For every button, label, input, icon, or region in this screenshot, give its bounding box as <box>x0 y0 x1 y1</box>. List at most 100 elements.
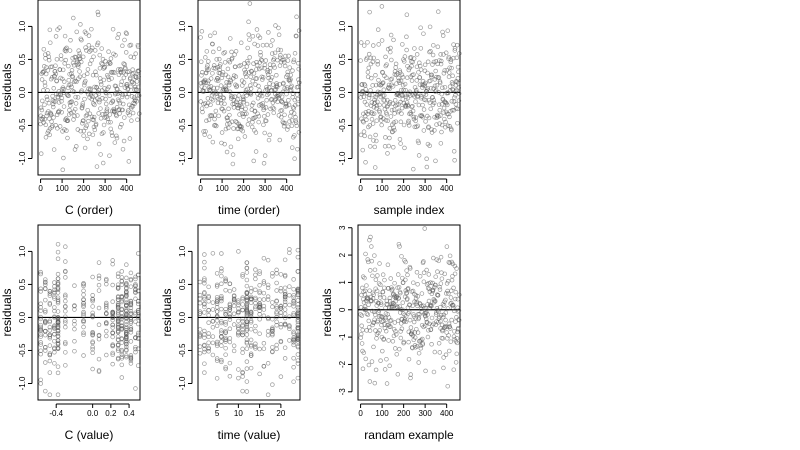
data-point <box>68 82 73 87</box>
data-point <box>453 289 458 295</box>
data-point <box>414 52 420 57</box>
data-point <box>387 135 392 141</box>
data-point <box>265 257 271 263</box>
data-point <box>439 276 445 281</box>
data-point <box>269 51 275 56</box>
data-point <box>398 119 404 125</box>
data-point <box>376 301 381 306</box>
data-point <box>89 45 95 51</box>
data-point <box>128 311 134 317</box>
data-point <box>42 102 47 107</box>
data-point <box>443 317 448 323</box>
data-point <box>223 335 228 341</box>
data-point <box>373 73 378 78</box>
data-point <box>408 111 414 117</box>
data-point <box>422 306 427 311</box>
data-point <box>274 322 279 328</box>
data-point <box>207 134 212 139</box>
data-point <box>206 78 211 84</box>
data-point <box>90 310 95 316</box>
data-point <box>279 108 285 113</box>
data-point <box>67 48 73 53</box>
data-point <box>120 146 126 152</box>
data-point <box>259 57 264 62</box>
x-tick-label: 0.0 <box>87 409 99 418</box>
data-point <box>268 43 274 48</box>
data-point <box>418 67 424 72</box>
data-point <box>386 305 392 310</box>
data-point <box>128 320 134 326</box>
data-point <box>115 348 121 353</box>
data-point <box>206 295 211 300</box>
data-point <box>371 309 377 315</box>
data-point <box>62 33 68 39</box>
data-point <box>382 98 387 103</box>
data-point <box>439 322 445 328</box>
data-point <box>257 283 262 288</box>
data-point <box>229 55 235 61</box>
data-point <box>214 376 220 381</box>
data-point <box>39 77 45 82</box>
data-point <box>214 356 220 361</box>
data-point <box>115 343 121 348</box>
data-point <box>374 106 379 111</box>
data-point <box>223 126 229 132</box>
x-axis-title: time (value) <box>218 428 281 442</box>
data-point <box>219 75 225 81</box>
data-point <box>118 82 124 88</box>
data-point <box>240 369 245 375</box>
data-point <box>381 295 387 300</box>
data-point <box>55 286 61 291</box>
data-point <box>437 305 443 310</box>
data-point <box>282 345 288 350</box>
data-point <box>66 93 71 99</box>
data-point <box>287 302 292 308</box>
data-point <box>197 296 203 302</box>
data-point <box>361 43 367 48</box>
data-point <box>241 97 247 103</box>
data-point <box>274 280 279 286</box>
data-point <box>421 279 427 284</box>
data-point <box>451 303 456 308</box>
data-point <box>125 82 130 87</box>
data-point <box>133 84 138 90</box>
data-point <box>98 79 104 85</box>
data-point <box>124 353 129 358</box>
data-point <box>244 266 250 271</box>
data-point <box>223 306 228 312</box>
data-point <box>385 262 391 268</box>
data-point <box>52 332 57 337</box>
data-point <box>455 296 461 302</box>
data-point <box>55 364 61 369</box>
data-point <box>202 349 207 355</box>
data-point <box>136 68 142 74</box>
data-point <box>54 112 60 117</box>
data-point <box>238 62 244 68</box>
data-point <box>202 85 207 90</box>
data-point <box>115 325 121 330</box>
data-point <box>253 272 258 278</box>
data-point <box>90 344 95 350</box>
data-point <box>233 119 238 124</box>
data-point <box>119 314 125 319</box>
data-point <box>43 71 49 77</box>
data-point <box>52 323 57 328</box>
data-point <box>419 303 424 309</box>
data-point <box>231 296 237 302</box>
data-point <box>236 249 241 254</box>
data-point <box>217 91 223 97</box>
data-point <box>43 135 49 140</box>
data-point <box>77 51 82 56</box>
data-point <box>119 299 125 305</box>
data-point <box>440 33 446 38</box>
x-tick-label: 200 <box>77 184 91 193</box>
data-point <box>108 126 113 132</box>
data-point <box>270 345 275 350</box>
data-point <box>415 123 421 129</box>
data-point <box>210 334 216 339</box>
data-point <box>202 276 207 281</box>
data-point <box>206 299 211 304</box>
data-point <box>61 104 67 109</box>
data-point <box>77 74 83 80</box>
data-point <box>248 289 254 294</box>
